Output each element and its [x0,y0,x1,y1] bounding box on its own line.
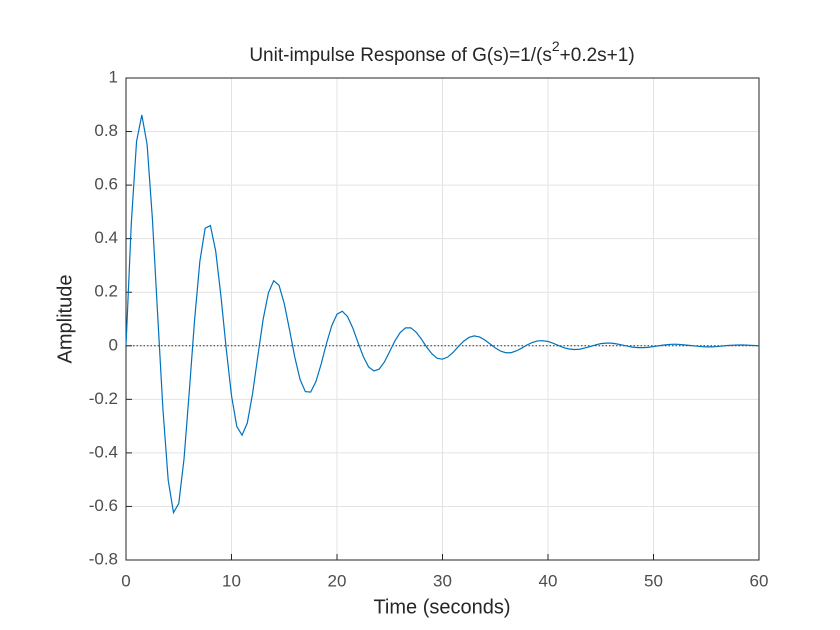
chart-title: Unit-impulse Response of G(s)=1/(s2+0.2s… [249,38,634,66]
y-tick-label: 0.4 [94,228,118,247]
x-tick-label: 20 [328,571,347,590]
plot-frame [125,77,760,561]
x-tick-label: 60 [750,571,769,590]
y-tick-label: 0.2 [94,282,118,301]
response-line [125,114,760,515]
y-tick-label: -0.4 [89,442,118,461]
title-text: +0.2s+1) [560,45,635,66]
y-tick-label: 0.6 [94,175,118,194]
x-axis-label: Time (seconds) [373,596,510,618]
y-tick-label: 0.8 [94,121,118,140]
x-tick-label: 10 [222,571,241,590]
title-superscript: 2 [552,38,560,54]
x-tick-label: 0 [121,571,130,590]
x-tick-label: 30 [433,571,452,590]
y-tick-label: -0.8 [89,549,118,568]
y-tick-label: -0.2 [89,389,118,408]
x-tick-label: 40 [539,571,558,590]
y-axis-label: Amplitude [54,275,76,364]
x-tick-label: 50 [644,571,663,590]
y-tick-label: 1 [109,67,118,86]
y-tick-label: -0.6 [89,496,118,515]
y-tick-label: 0 [109,335,118,354]
title-text: Unit-impulse Response of G(s)=1/(s [249,45,552,66]
